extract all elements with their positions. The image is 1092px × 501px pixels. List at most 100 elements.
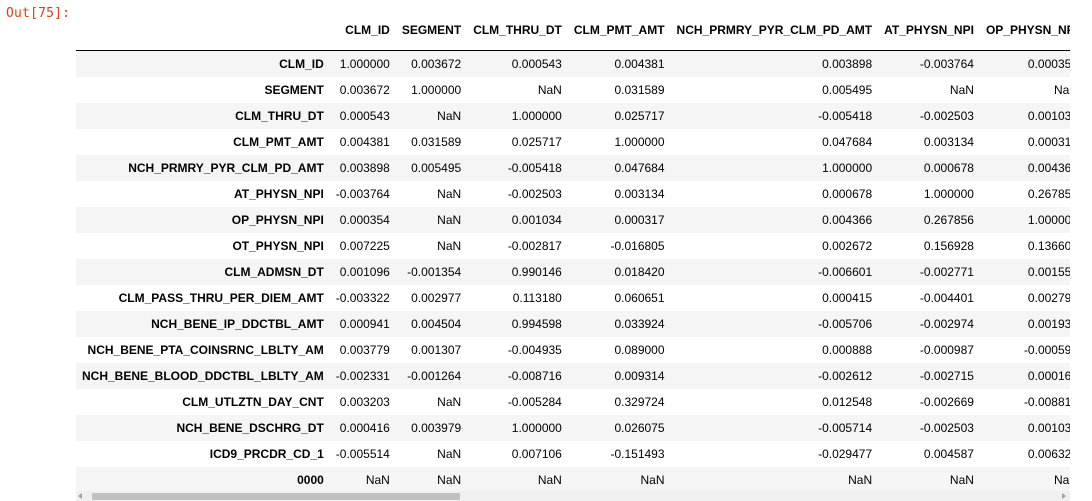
table-cell: NaN: [437, 213, 462, 227]
table-cell: 0.001034: [511, 213, 562, 227]
table-row: CLM_THRU_DT 0.000543 NaN 1.000000 0.025717 -0…: [76, 103, 1070, 129]
table-cell: 0.003779: [339, 343, 390, 357]
row-label: NCH_BENE_DSCHRG_DT: [176, 421, 324, 435]
dataframe-output: CLM_ID SEGMENT CLM_THRU_DT CLM_PMT_AMT NCH_P…: [76, 10, 1070, 501]
table-cell: 0.002790: [1027, 291, 1070, 305]
table-cell: -0.005514: [335, 447, 390, 461]
table-row: AT_PHYSN_NPI -0.003764 NaN -0.002503 0.00313…: [76, 181, 1070, 207]
table-cell: NaN: [848, 473, 873, 487]
table-cell: -0.151493: [610, 447, 665, 461]
table-cell: 0.004366: [1027, 161, 1070, 175]
row-label: NCH_BENE_IP_DDCTBL_AMT: [151, 317, 324, 331]
table-cell: 0.003672: [339, 83, 390, 97]
output-prompt: Out[75]:: [6, 6, 71, 21]
table-row: NCH_PRMRY_PYR_CLM_PD_AMT 0.003898 0.005495…: [76, 155, 1070, 181]
table-cell: -0.002817: [507, 239, 562, 253]
row-label: CLM_ID: [279, 57, 324, 71]
table-row: OP_PHYSN_NPI 0.000354 NaN 0.001034 0.000317 0…: [76, 207, 1070, 233]
horizontal-scrollbar[interactable]: [76, 491, 1070, 501]
table-cell: 0.004504: [411, 317, 462, 331]
table-cell: 0.089000: [614, 343, 665, 357]
table-cell: 0.025717: [511, 135, 562, 149]
table-cell: 0.001034: [1027, 109, 1070, 123]
row-label: CLM_PMT_AMT: [233, 135, 324, 149]
table-cell: 0.003979: [411, 421, 462, 435]
table-cell: -0.003764: [919, 57, 974, 71]
table-cell: 1.000000: [511, 421, 562, 435]
table-cell: 0.004381: [339, 135, 390, 149]
table-cell: 0.000416: [339, 421, 390, 435]
table-cell: 1.000000: [1027, 213, 1070, 227]
row-label: OP_PHYSN_NPI: [231, 213, 324, 227]
table-cell: -0.004935: [507, 343, 562, 357]
table-cell: 0.000941: [339, 317, 390, 331]
table-cell: NaN: [1053, 473, 1070, 487]
table-cell: 0.007225: [339, 239, 390, 253]
table-cell: 0.006322: [1027, 447, 1070, 461]
table-cell: 0.007106: [511, 447, 562, 461]
table-cell: -0.002974: [919, 317, 974, 331]
table-cell: NaN: [537, 83, 562, 97]
table-cell: -0.005714: [818, 421, 873, 435]
row-label: CLM_ADMSN_DT: [224, 265, 324, 279]
table-cell: 0.000163: [1027, 369, 1070, 383]
table-cell: -0.002503: [919, 109, 974, 123]
table-cell: 1.000000: [339, 57, 390, 71]
row-label: CLM_PASS_THRU_PER_DIEM_AMT: [118, 291, 324, 305]
table-cell: 0.047684: [822, 135, 873, 149]
scroll-right-arrow-icon[interactable]: [1062, 493, 1066, 499]
table-cell: NaN: [1053, 83, 1070, 97]
table-cell: 0.113180: [512, 291, 562, 305]
row-label: SEGMENT: [264, 83, 324, 97]
table-cell: -0.003322: [335, 291, 390, 305]
table-cell: -0.005418: [507, 161, 562, 175]
table-cell: 0.005495: [822, 83, 873, 97]
table-cell: 0.003672: [411, 57, 462, 71]
table-cell: -0.005706: [818, 317, 873, 331]
scroll-thumb[interactable]: [92, 493, 460, 500]
index-header: [76, 10, 330, 51]
column-header: OP_PHYSN_NPI: [979, 10, 1070, 51]
column-header: CLM_PMT_AMT: [567, 10, 671, 51]
table-row: NCH_BENE_PTA_COINSRNC_LBLTY_AM 0.003779 0.…: [76, 337, 1070, 363]
table-cell: -0.002612: [818, 369, 873, 383]
table-cell: 0.156928: [923, 239, 974, 253]
column-header: AT_PHYSN_NPI: [878, 10, 980, 51]
row-label: 0000: [297, 473, 324, 487]
table-cell: 0.001096: [339, 265, 390, 279]
table-cell: 0.329724: [614, 395, 665, 409]
table-row: CLM_PMT_AMT 0.004381 0.031589 0.025717 1.000…: [76, 129, 1070, 155]
table-cell: -0.002771: [919, 265, 974, 279]
table-cell: 0.060651: [614, 291, 665, 305]
table-row: 0000 NaN NaN NaN NaN NaN NaN NaN: [76, 467, 1070, 493]
table-cell: 0.000888: [822, 343, 873, 357]
scroll-left-arrow-icon[interactable]: [78, 493, 82, 499]
table-cell: 0.026075: [614, 421, 665, 435]
table-cell: 0.001034: [1027, 421, 1070, 435]
table-cell: -0.016805: [610, 239, 665, 253]
table-cell: -0.008810: [1023, 395, 1070, 409]
table-cell: 1.000000: [822, 161, 873, 175]
row-label: CLM_THRU_DT: [235, 109, 324, 123]
table-cell: 0.136604: [1027, 239, 1070, 253]
table-row: ICD9_PRCDR_CD_1 -0.005514 NaN 0.007106 -0.15…: [76, 441, 1070, 467]
table-cell: -0.002715: [919, 369, 974, 383]
table-cell: 0.003203: [339, 395, 390, 409]
table-cell: 0.001550: [1027, 265, 1070, 279]
table-cell: 0.005495: [411, 161, 462, 175]
row-label: OT_PHYSN_NPI: [232, 239, 324, 253]
table-cell: 0.990146: [511, 265, 562, 279]
table-cell: NaN: [537, 473, 562, 487]
table-cell: 0.004587: [923, 447, 974, 461]
table-cell: 0.994598: [511, 317, 562, 331]
column-header: CLM_THRU_DT: [467, 10, 568, 51]
table-cell: 0.003898: [822, 57, 873, 71]
table-cell: NaN: [949, 83, 974, 97]
table-cell: 0.025717: [614, 109, 665, 123]
row-label: NCH_PRMRY_PYR_CLM_PD_AMT: [128, 161, 324, 175]
table-cell: 0.018420: [614, 265, 665, 279]
table-row: SEGMENT 0.003672 1.000000 NaN 0.031589 0.0054…: [76, 77, 1070, 103]
table-cell: NaN: [437, 239, 462, 253]
table-row: CLM_PASS_THRU_PER_DIEM_AMT -0.003322 0.002…: [76, 285, 1070, 311]
table-cell: 0.001307: [411, 343, 462, 357]
